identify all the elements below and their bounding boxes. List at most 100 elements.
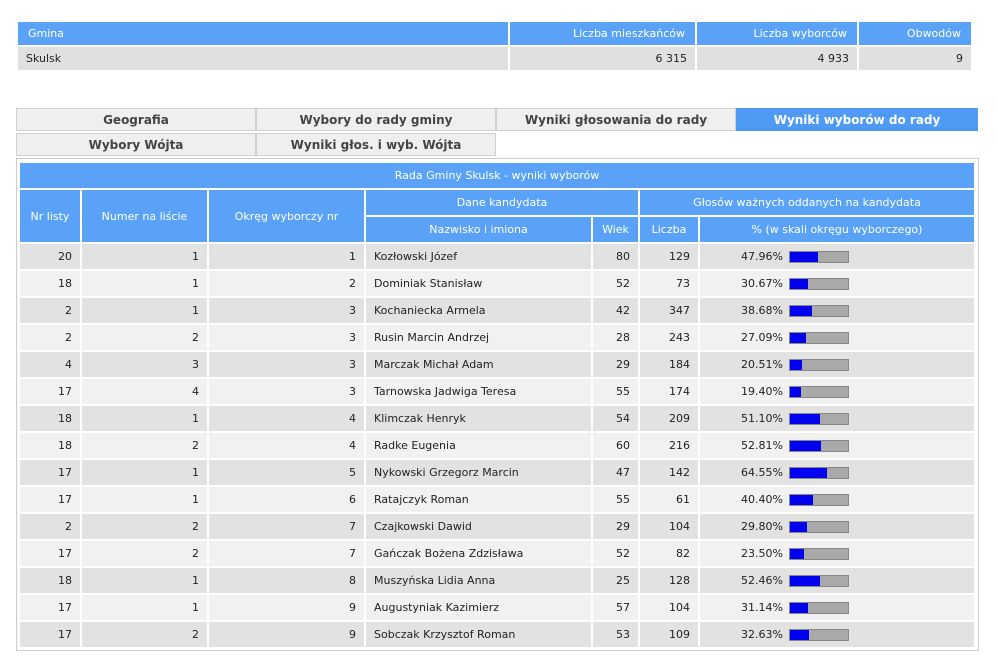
candidate-name-cell: Sobczak Krzysztof Roman <box>366 622 591 647</box>
liczba-glosow-cell: 104 <box>640 514 698 539</box>
nr-listy-cell: 17 <box>20 460 80 485</box>
candidate-name-cell: Tarnowska Jadwiga Teresa <box>366 379 591 404</box>
okreg-cell: 9 <box>209 595 364 620</box>
candidate-name-cell: Muszyńska Lidia Anna <box>366 568 591 593</box>
table-row: 18 1 4 Klimczak Henryk 54 209 51.10% <box>20 406 974 431</box>
header-wiek: Wiek <box>593 217 638 242</box>
percent-bar-fill <box>790 360 802 370</box>
numer-na-liscie-cell: 2 <box>82 325 207 350</box>
percent-bar <box>789 413 849 425</box>
table-row: 17 2 7 Gańczak Bożena Zdzisława 52 82 23.50% <box>20 541 974 566</box>
percent-cell: 30.67% <box>700 271 974 296</box>
okreg-cell: 2 <box>209 271 364 296</box>
okreg-cell: 1 <box>209 244 364 269</box>
wiek-cell: 29 <box>593 514 638 539</box>
percent-bar-fill <box>790 333 806 343</box>
okreg-cell: 3 <box>209 379 364 404</box>
percent-value: 19.40% <box>741 385 783 398</box>
percent-bar-fill <box>790 387 802 397</box>
percent-bar <box>789 251 849 263</box>
tab-wyniki-glosowania-do-rady[interactable]: Wyniki głosowania do rady <box>496 108 736 131</box>
candidate-name-cell: Klimczak Henryk <box>366 406 591 431</box>
numer-na-liscie-cell: 1 <box>82 460 207 485</box>
liczba-glosow-cell: 82 <box>640 541 698 566</box>
percent-cell: 40.40% <box>700 487 974 512</box>
percent-value: 29.80% <box>741 520 783 533</box>
wiek-cell: 52 <box>593 271 638 296</box>
table-row: 2 1 3 Kochaniecka Armela 42 347 38.68% <box>20 298 974 323</box>
nr-listy-cell: 20 <box>20 244 80 269</box>
summary-data-row: Skulsk 6 315 4 933 9 <box>18 47 971 70</box>
percent-cell: 64.55% <box>700 460 974 485</box>
liczba-glosow-cell: 61 <box>640 487 698 512</box>
percent-bar-fill <box>790 603 809 613</box>
liczba-wyborcow-value: 4 933 <box>697 47 857 70</box>
percent-bar <box>789 305 849 317</box>
numer-na-liscie-cell: 1 <box>82 595 207 620</box>
percent-value: 52.46% <box>741 574 783 587</box>
candidate-name-cell: Czajkowski Dawid <box>366 514 591 539</box>
numer-na-liscie-cell: 2 <box>82 622 207 647</box>
tab-wybory-wojta[interactable]: Wybory Wójta <box>16 133 256 156</box>
wiek-cell: 53 <box>593 622 638 647</box>
nr-listy-cell: 17 <box>20 622 80 647</box>
tab-wyniki-glos-i-wyb-wojta[interactable]: Wyniki głos. i wyb. Wójta <box>256 133 496 156</box>
nr-listy-cell: 17 <box>20 595 80 620</box>
candidate-name-cell: Nykowski Grzegorz Marcin <box>366 460 591 485</box>
liczba-glosow-cell: 347 <box>640 298 698 323</box>
percent-bar <box>789 521 849 533</box>
percent-cell: 32.63% <box>700 622 974 647</box>
percent-cell: 51.10% <box>700 406 974 431</box>
candidate-name-cell: Radke Eugenia <box>366 433 591 458</box>
percent-cell: 23.50% <box>700 541 974 566</box>
percent-value: 51.10% <box>741 412 783 425</box>
tab-geografia[interactable]: Geografia <box>16 108 256 131</box>
percent-value: 52.81% <box>741 439 783 452</box>
liczba-glosow-cell: 216 <box>640 433 698 458</box>
okreg-cell: 6 <box>209 487 364 512</box>
percent-bar <box>789 548 849 560</box>
wiek-cell: 28 <box>593 325 638 350</box>
liczba-glosow-cell: 209 <box>640 406 698 431</box>
wiek-cell: 52 <box>593 541 638 566</box>
percent-bar <box>789 278 849 290</box>
percent-bar <box>789 602 849 614</box>
percent-cell: 52.81% <box>700 433 974 458</box>
header-dane-kandydata: Dane kandydata <box>366 190 638 215</box>
tab-wyniki-wyborow-do-rady[interactable]: Wyniki wyborów do rady <box>736 108 978 131</box>
wiek-cell: 60 <box>593 433 638 458</box>
percent-bar-fill <box>790 576 821 586</box>
percent-value: 40.40% <box>741 493 783 506</box>
numer-na-liscie-cell: 1 <box>82 568 207 593</box>
header-liczba: Liczba <box>640 217 698 242</box>
table-row: 18 2 4 Radke Eugenia 60 216 52.81% <box>20 433 974 458</box>
liczba-glosow-cell: 142 <box>640 460 698 485</box>
header-nazwisko: Nazwisko i imiona <box>366 217 591 242</box>
gmina-name: Skulsk <box>18 47 508 70</box>
percent-bar-fill <box>790 468 828 478</box>
header-liczba-wyborcow: Liczba wyborców <box>697 22 857 45</box>
okreg-cell: 8 <box>209 568 364 593</box>
wiek-cell: 42 <box>593 298 638 323</box>
table-row: 20 1 1 Kozłowski Józef 80 129 47.96% <box>20 244 974 269</box>
candidate-name-cell: Kochaniecka Armela <box>366 298 591 323</box>
results-table: Rada Gminy Skulsk - wyniki wyborów Nr li… <box>18 161 976 649</box>
nr-listy-cell: 18 <box>20 433 80 458</box>
liczba-glosow-cell: 243 <box>640 325 698 350</box>
percent-bar <box>789 440 849 452</box>
numer-na-liscie-cell: 1 <box>82 271 207 296</box>
liczba-mieszkancow-value: 6 315 <box>510 47 695 70</box>
okreg-cell: 7 <box>209 514 364 539</box>
header-glosow-waznych: Głosów ważnych oddanych na kandydata <box>640 190 974 215</box>
liczba-glosow-cell: 174 <box>640 379 698 404</box>
wiek-cell: 54 <box>593 406 638 431</box>
candidate-name-cell: Marczak Michał Adam <box>366 352 591 377</box>
percent-cell: 27.09% <box>700 325 974 350</box>
nr-listy-cell: 2 <box>20 298 80 323</box>
numer-na-liscie-cell: 1 <box>82 244 207 269</box>
percent-cell: 29.80% <box>700 514 974 539</box>
nr-listy-cell: 2 <box>20 514 80 539</box>
tab-wybory-do-rady-gminy[interactable]: Wybory do rady gminy <box>256 108 496 131</box>
percent-value: 32.63% <box>741 628 783 641</box>
okreg-cell: 3 <box>209 325 364 350</box>
